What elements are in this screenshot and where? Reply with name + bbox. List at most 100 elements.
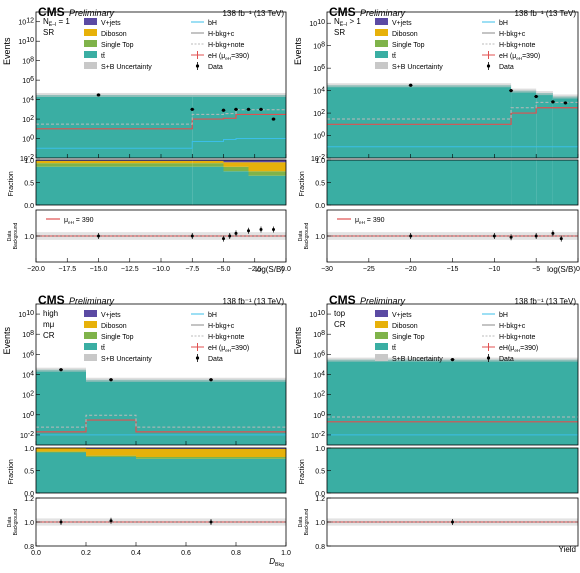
y-tick-label: 104	[22, 96, 34, 105]
legend-swatch	[375, 321, 388, 328]
frac-diboson	[36, 160, 193, 164]
legend-swatch	[84, 29, 97, 36]
frac-diboson	[136, 448, 286, 457]
x-tick-label: 0.6	[181, 550, 191, 557]
category-label-part: E̅–l	[340, 21, 348, 28]
legend-label: V+jets	[101, 312, 121, 319]
ttbar-bar	[192, 94, 224, 158]
legend-label: tt̄	[392, 52, 396, 60]
ratio-plot: 0.8 1.0 1.2 Data Background	[298, 496, 579, 551]
y-tick-label-part: 10	[22, 413, 30, 420]
ttbar-bar	[86, 379, 136, 445]
frac-diboson	[248, 162, 261, 172]
legend-item: bH	[191, 312, 217, 319]
x-axis-label-part: Bkg	[275, 562, 284, 568]
ttbar-bar	[327, 359, 578, 445]
y-tick-label-part: 10	[20, 156, 28, 163]
legend-label: H-bkg+note	[499, 42, 535, 49]
y-tick-label-part: 6	[30, 350, 34, 357]
ttbar-bar	[511, 90, 537, 158]
ratio-plot: 0.8 1.0 1.2 Data Background	[7, 496, 287, 551]
y-tick-label-part: 10	[313, 373, 321, 380]
y-tick-label: 106	[313, 64, 325, 73]
category-label-part: N	[334, 17, 340, 26]
y-tick-label: 108	[313, 42, 325, 51]
legend-item: S+B Uncertainty	[375, 62, 443, 71]
x-tick-label: −12.5	[121, 266, 139, 273]
legend-item: Single Top	[84, 332, 134, 341]
frac-ttbar	[327, 448, 578, 493]
legend-item: Data	[486, 62, 514, 71]
frac-vjets	[236, 160, 249, 163]
y-tick-label: 100	[313, 411, 325, 420]
legend-swatch	[84, 321, 97, 328]
ratio-axis-label-1: Data	[298, 231, 304, 242]
uncertainty-band	[327, 83, 512, 88]
y-tick-label-part: 10	[313, 66, 321, 73]
ratio-tick-label: 1.0	[315, 234, 325, 241]
legend-swatch	[375, 18, 388, 25]
y-axis-label: Events	[2, 326, 12, 354]
frac-singletop	[136, 457, 286, 459]
legend-label-part: eH	[514, 348, 520, 353]
x-tick-label: −15	[447, 266, 459, 273]
legend-label: Diboson	[101, 323, 127, 330]
frac-diboson	[86, 448, 136, 456]
y-tick-label-part: 10	[18, 312, 26, 319]
eH-line	[36, 113, 286, 130]
bH-line	[36, 138, 286, 149]
y-tick-label: 104	[22, 371, 34, 380]
frac-ttbar	[236, 171, 249, 205]
y-tick-label-part: 10	[20, 433, 28, 440]
y-tick-label-part: 4	[30, 371, 34, 378]
frac-singletop	[86, 455, 136, 457]
frac-singletop	[261, 171, 274, 176]
y-tick-label: 106	[313, 350, 325, 359]
y-tick-label-part: 10	[313, 44, 321, 51]
ratio-tick-label: 1.0	[24, 234, 34, 241]
frac-vjets	[261, 160, 274, 163]
y-tick-label: 100	[22, 411, 34, 420]
x-tick-label: 0.8	[231, 550, 241, 557]
legend-label: S+B Uncertainty	[101, 64, 152, 71]
legend-item: Diboson	[84, 29, 127, 38]
y-tick-label: 102	[22, 391, 34, 400]
y-axis-label: Events	[293, 37, 303, 65]
y-tick-label: 106	[22, 76, 34, 85]
preliminary-label: Preliminary	[69, 296, 115, 306]
legend-label-part: eH (μ	[208, 345, 225, 352]
y-tick-label-part: 8	[321, 330, 325, 337]
frac-tick-label: 0.5	[315, 181, 325, 188]
legend: V+jets bH Diboson H-bkg+c Single Top H-bkg+no…	[84, 18, 249, 71]
category-label-part: = 1	[56, 17, 70, 26]
legend-item: Data	[195, 62, 223, 71]
ratio-tick-label: 1.0	[24, 520, 34, 527]
ratio-axis-label-1: Data	[7, 517, 13, 528]
y-tick-label: 1010	[309, 19, 325, 28]
uncertainty-band	[511, 88, 537, 93]
legend-label: Data	[208, 356, 223, 363]
category-label-part: > 1	[347, 17, 361, 26]
category-label-part: high	[43, 309, 58, 318]
y-tick-label: 104	[313, 87, 325, 96]
frac-ttbar	[192, 166, 224, 205]
y-tick-label-part: 8	[30, 57, 34, 64]
hbkg-note-line	[36, 109, 286, 125]
y-tick-label: 10-2	[20, 431, 34, 440]
y-tick-label: 100	[22, 135, 34, 144]
legend-label: H-bkg+c	[208, 31, 235, 38]
legend-item: H-bkg+note	[482, 42, 535, 49]
legend-swatch	[375, 354, 388, 361]
legend-item: tt̄	[84, 51, 105, 60]
frac-vjets	[86, 448, 136, 449]
y-tick-label: 106	[22, 350, 34, 359]
legend-label: Data	[208, 64, 223, 71]
legend-label: eH (μeH=390)	[208, 345, 249, 353]
legend-label: Data	[499, 64, 514, 71]
y-tick-label-part: 10	[309, 21, 317, 28]
legend-item: H-bkg+note	[191, 42, 244, 49]
y-tick-label-part: 12	[26, 18, 34, 25]
y-tick-label: 1010	[18, 37, 34, 46]
eH-line	[36, 419, 286, 433]
